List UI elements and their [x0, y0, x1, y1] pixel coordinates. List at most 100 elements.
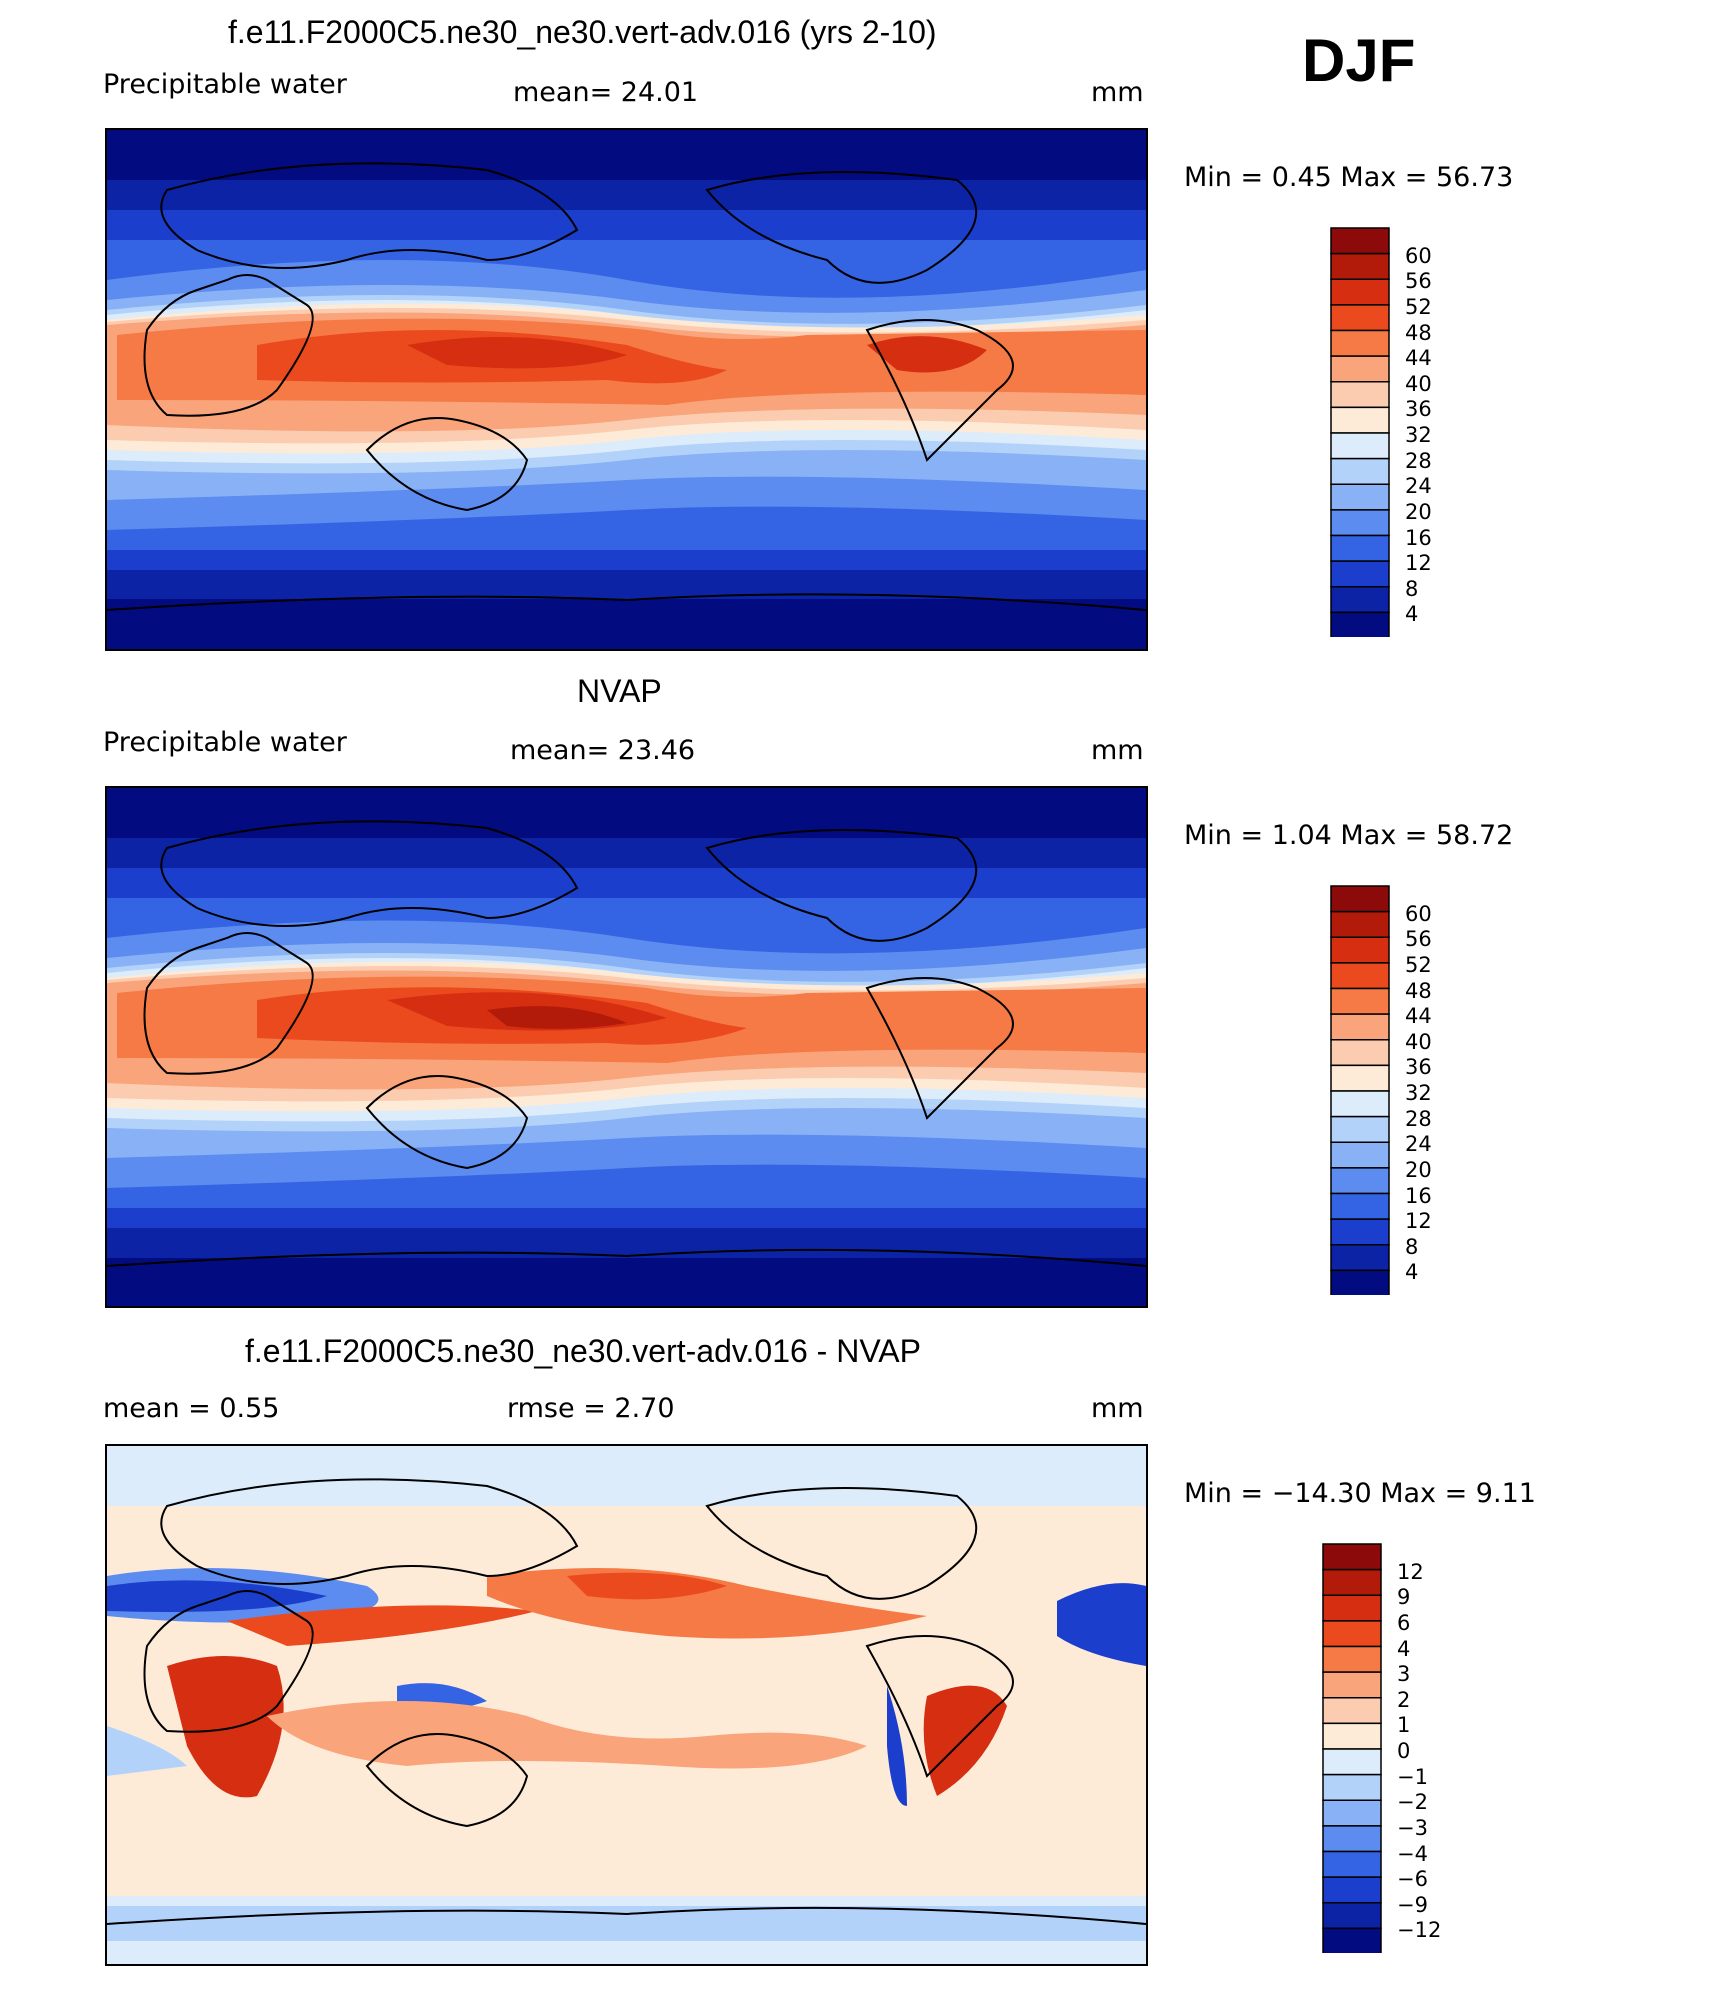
panel1-colorbar — [1330, 227, 1390, 639]
colorbar-tick-label: 20 — [1405, 499, 1432, 524]
colorbar-swatch — [1322, 1773, 1382, 1801]
panel1-map — [105, 128, 1148, 651]
colorbar-swatch — [1322, 1876, 1382, 1904]
panel1-title: f.e11.F2000C5.ne30_ne30.vert-adv.016 (yr… — [228, 14, 937, 50]
panel1-units: mm — [1091, 77, 1144, 108]
colorbar-tick-label: 4 — [1405, 602, 1419, 627]
colorbar-tick-label: 36 — [1405, 1055, 1432, 1080]
colorbar-tick-label: 56 — [1405, 269, 1432, 294]
colorbar-tick-label: 2 — [1397, 1687, 1411, 1712]
colorbar-swatch — [1322, 1594, 1382, 1622]
colorbar-tick-label: 60 — [1405, 243, 1432, 268]
colorbar-swatch — [1330, 329, 1390, 357]
colorbar-tick-label: −1 — [1397, 1764, 1428, 1789]
season-label: DJF — [1302, 27, 1416, 94]
colorbar-swatch — [1330, 1064, 1390, 1092]
panel2-mean-label: mean= 23.46 — [510, 735, 696, 766]
colorbar-tick-label: 60 — [1405, 901, 1432, 926]
colorbar-swatch — [1330, 355, 1390, 383]
colorbar-tick-label: 1 — [1397, 1713, 1411, 1738]
colorbar-swatch — [1322, 1902, 1382, 1930]
panel1-colorbar-swatches — [1330, 227, 1390, 639]
colorbar-swatch — [1322, 1748, 1382, 1776]
colorbar-swatch — [1322, 1697, 1382, 1725]
panel1-mean-label: mean= 24.01 — [513, 77, 699, 108]
colorbar-swatch — [1330, 560, 1390, 588]
colorbar-swatch — [1330, 1013, 1390, 1041]
colorbar-swatch — [1330, 457, 1390, 485]
colorbar-swatch — [1330, 1244, 1390, 1272]
panel3-colorbar — [1322, 1543, 1382, 1955]
colorbar-tick-label: 8 — [1405, 1234, 1419, 1259]
colorbar-swatch — [1322, 1799, 1382, 1827]
panel2-colorbar-swatches — [1330, 885, 1390, 1297]
colorbar-swatch — [1322, 1568, 1382, 1596]
colorbar-swatch — [1330, 534, 1390, 562]
colorbar-swatch — [1322, 1927, 1382, 1955]
colorbar-swatch — [1330, 278, 1390, 306]
colorbar-swatch — [1322, 1543, 1382, 1571]
colorbar-swatch — [1330, 227, 1390, 255]
colorbar-tick-label: −6 — [1397, 1867, 1428, 1892]
panel2-title: NVAP — [577, 673, 662, 709]
colorbar-tick-label: 44 — [1405, 1004, 1432, 1029]
colorbar-swatch — [1330, 962, 1390, 990]
colorbar-swatch — [1330, 1115, 1390, 1143]
colorbar-tick-label: 8 — [1405, 576, 1419, 601]
colorbar-swatch — [1330, 987, 1390, 1015]
panel2-variable-label: Precipitable water — [103, 727, 347, 758]
colorbar-tick-label: 56 — [1405, 927, 1432, 952]
colorbar-tick-label: 4 — [1397, 1636, 1411, 1661]
colorbar-tick-label: 9 — [1397, 1585, 1411, 1610]
panel2-units: mm — [1091, 735, 1144, 766]
colorbar-tick-label: 40 — [1405, 1029, 1432, 1054]
panel1-precipitable-water-field — [107, 130, 1146, 649]
colorbar-tick-label: 16 — [1405, 1183, 1432, 1208]
panel1-minmax: Min = 0.45 Max = 56.73 — [1184, 162, 1514, 193]
colorbar-tick-label: 32 — [1405, 1081, 1432, 1105]
colorbar-swatch — [1322, 1722, 1382, 1750]
panel3-difference-field — [107, 1446, 1146, 1964]
colorbar-swatch — [1330, 483, 1390, 511]
colorbar-tick-label: 36 — [1405, 397, 1432, 422]
colorbar-tick-label: 52 — [1405, 952, 1432, 977]
colorbar-tick-label: −12 — [1397, 1918, 1442, 1943]
colorbar-swatch — [1322, 1850, 1382, 1878]
panel2-minmax: Min = 1.04 Max = 58.72 — [1184, 820, 1514, 851]
colorbar-tick-label: 40 — [1405, 371, 1432, 396]
panel1-variable-label: Precipitable water — [103, 69, 347, 100]
colorbar-swatch — [1322, 1671, 1382, 1699]
colorbar-tick-label: −9 — [1397, 1892, 1428, 1917]
colorbar-swatch — [1330, 611, 1390, 639]
colorbar-tick-label: 0 — [1397, 1739, 1411, 1763]
panel3-mean-label: mean = 0.55 — [103, 1393, 280, 1424]
panel2-colorbar — [1330, 885, 1390, 1297]
colorbar-swatch — [1330, 252, 1390, 280]
colorbar-tick-label: 48 — [1405, 320, 1432, 345]
panel3-title: f.e11.F2000C5.ne30_ne30.vert-adv.016 - N… — [245, 1333, 921, 1369]
colorbar-swatch — [1330, 910, 1390, 938]
colorbar-swatch — [1330, 885, 1390, 913]
colorbar-tick-label: 32 — [1405, 423, 1432, 447]
colorbar-swatch — [1330, 406, 1390, 434]
colorbar-tick-label: 12 — [1405, 551, 1432, 576]
colorbar-tick-label: 3 — [1397, 1662, 1411, 1687]
panel3-units: mm — [1091, 1393, 1144, 1424]
colorbar-tick-label: 12 — [1397, 1559, 1424, 1584]
colorbar-swatch — [1330, 586, 1390, 614]
colorbar-swatch — [1330, 1090, 1390, 1118]
colorbar-tick-label: 16 — [1405, 525, 1432, 550]
colorbar-swatch — [1330, 432, 1390, 460]
colorbar-tick-label: 52 — [1405, 294, 1432, 319]
colorbar-swatch — [1322, 1645, 1382, 1673]
colorbar-swatch — [1330, 1269, 1390, 1297]
panel3-colorbar-swatches — [1322, 1543, 1382, 1955]
colorbar-tick-label: −3 — [1397, 1815, 1428, 1840]
colorbar-swatch — [1322, 1825, 1382, 1853]
colorbar-tick-label: 6 — [1397, 1610, 1411, 1635]
colorbar-swatch — [1322, 1620, 1382, 1648]
colorbar-tick-label: 48 — [1405, 978, 1432, 1003]
panel2-precipitable-water-field — [107, 788, 1146, 1306]
colorbar-tick-label: 24 — [1405, 1132, 1432, 1157]
colorbar-swatch — [1330, 381, 1390, 409]
